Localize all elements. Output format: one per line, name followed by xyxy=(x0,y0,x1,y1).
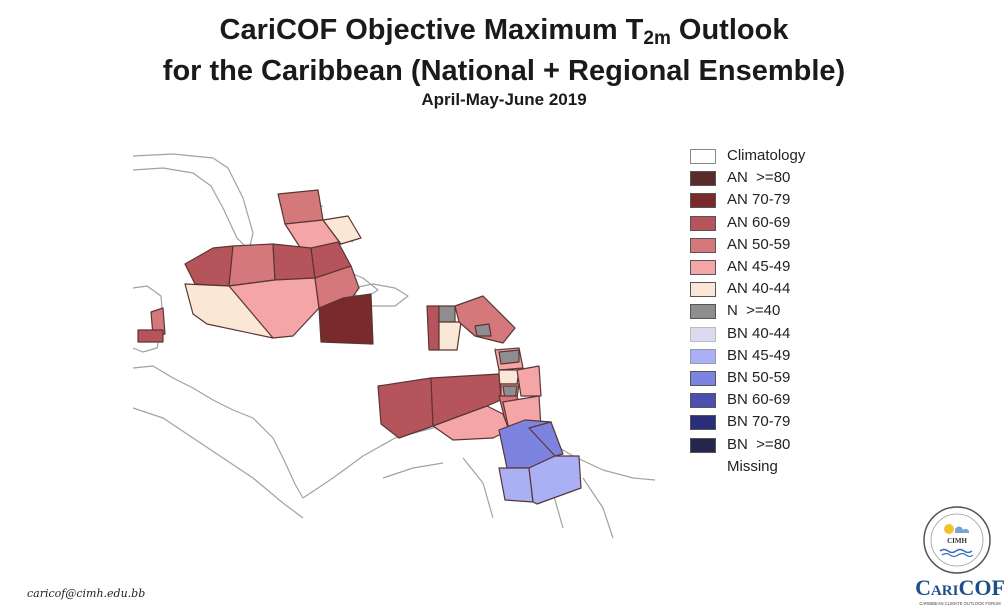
zone-suriname-south xyxy=(528,455,582,505)
legend-swatch xyxy=(690,348,716,364)
central-america-outline xyxy=(133,365,304,499)
svg-text:CARICOF: CARICOF xyxy=(915,575,1005,600)
legend-label: BN >=80 xyxy=(727,435,791,453)
caricof-wordmark-logo: CARICOF CARIBBEAN CLIMATE OUTLOOK FORUM xyxy=(915,575,1005,606)
legend-label: BN 50-59 xyxy=(727,369,791,386)
zone-puerto-rico-west xyxy=(426,305,440,351)
legend-swatch xyxy=(690,149,716,164)
zone-puerto-rico-central xyxy=(438,305,456,323)
legend-item-bn-50-59: BN 50-59 xyxy=(690,368,850,388)
zone-dominican-republic xyxy=(318,293,374,345)
legend-swatch xyxy=(690,304,716,320)
legend-item-bn-45-49: BN 45-49 xyxy=(690,346,850,366)
zone-cuba-west xyxy=(184,245,234,287)
legend-swatch xyxy=(690,437,716,453)
florida-outline xyxy=(133,153,254,251)
legend-item-an-80: AN >=80 xyxy=(690,168,850,188)
footer-email: caricof@cimh.edu.bb xyxy=(27,587,146,600)
legend-swatch xyxy=(690,171,716,187)
legend-label: BN 60-69 xyxy=(727,391,791,409)
zone-bahamas-south xyxy=(322,215,362,245)
zone-caribbean-south-central xyxy=(430,373,502,427)
legend-item-bn-60-69: BN 60-69 xyxy=(690,390,850,410)
legend-swatch xyxy=(690,393,716,409)
legend-swatch xyxy=(690,237,716,253)
legend-label: Missing xyxy=(727,457,778,475)
legend-label: AN 50-59 xyxy=(727,235,791,253)
svg-text:CARIBBEAN CLIMATE OUTLOOK FORU: CARIBBEAN CLIMATE OUTLOOK FORUM xyxy=(919,601,1001,606)
zone-guyana-south xyxy=(498,467,534,503)
legend-item-climatology: Climatology xyxy=(690,146,850,166)
legend-swatch xyxy=(690,193,716,209)
zone-martinique xyxy=(498,369,520,385)
legend-label: AN 70-79 xyxy=(727,191,791,209)
legend-item-bn-80: BN >=80 xyxy=(690,435,850,455)
legend-label: N >=40 xyxy=(727,302,781,320)
map-title-line1: CariCOF Objective Maximum T2m Outlook xyxy=(219,14,789,49)
map-title-line2: for the Caribbean (National + Regional E… xyxy=(162,55,846,87)
zone-dominica xyxy=(498,349,520,365)
sun-icon xyxy=(944,524,954,534)
zone-cuba-central xyxy=(228,243,276,287)
map-subtitle-season: April-May-June 2019 xyxy=(421,90,587,109)
legend-item-an-40-44: AN 40-44 xyxy=(690,279,850,299)
zone-anguilla xyxy=(474,323,492,337)
wave-icon xyxy=(939,548,973,554)
outlook-polygons xyxy=(137,189,582,505)
legend-item-an-70-79: AN 70-79 xyxy=(690,190,850,210)
caribbean-outlook-map xyxy=(133,153,655,539)
legend-label: AN 45-49 xyxy=(727,258,791,275)
legend-item-n-40: N >=40 xyxy=(690,301,850,321)
zone-cuba-east xyxy=(272,243,316,281)
legend-label: BN 40-44 xyxy=(727,324,791,342)
legend-label: AN 40-44 xyxy=(727,280,791,298)
zone-usvi xyxy=(438,321,462,351)
legend-item-an-60-69: AN 60-69 xyxy=(690,213,850,233)
zone-belize xyxy=(150,307,166,337)
legend-item-an-45-49: AN 45-49 xyxy=(690,257,850,277)
legend-swatch xyxy=(690,260,716,275)
central-america-pacific-outline xyxy=(133,407,304,519)
zone-bahamas-north xyxy=(277,189,324,225)
legend-swatch xyxy=(690,415,716,431)
legend-swatch xyxy=(690,215,716,231)
south-america-interior-outline xyxy=(382,457,614,539)
cimh-seal-logo: CIMH xyxy=(923,506,991,574)
zone-barbados xyxy=(516,365,542,397)
zone-caribbean-south-west xyxy=(377,377,434,439)
svg-text:CIMH: CIMH xyxy=(947,537,967,545)
legend-label: Climatology xyxy=(727,147,806,164)
legend-swatch xyxy=(690,371,716,386)
legend-label: AN 60-69 xyxy=(727,213,791,231)
legend-label: BN 70-79 xyxy=(727,413,791,431)
legend-label: BN 45-49 xyxy=(727,346,791,364)
legend-label: AN >=80 xyxy=(727,169,791,187)
zone-suriname xyxy=(528,421,564,457)
legend-swatch xyxy=(690,326,716,342)
zone-belize-south xyxy=(137,329,164,343)
legend-item-missing: Missing xyxy=(690,457,850,477)
legend-item-an-50-59: AN 50-59 xyxy=(690,235,850,255)
legend-swatch xyxy=(690,282,716,298)
legend-item-bn-70-79: BN 70-79 xyxy=(690,412,850,432)
zone-leeward-islands xyxy=(454,295,516,344)
legend-item-bn-40-44: BN 40-44 xyxy=(690,324,850,344)
cloud-icon xyxy=(954,526,970,533)
